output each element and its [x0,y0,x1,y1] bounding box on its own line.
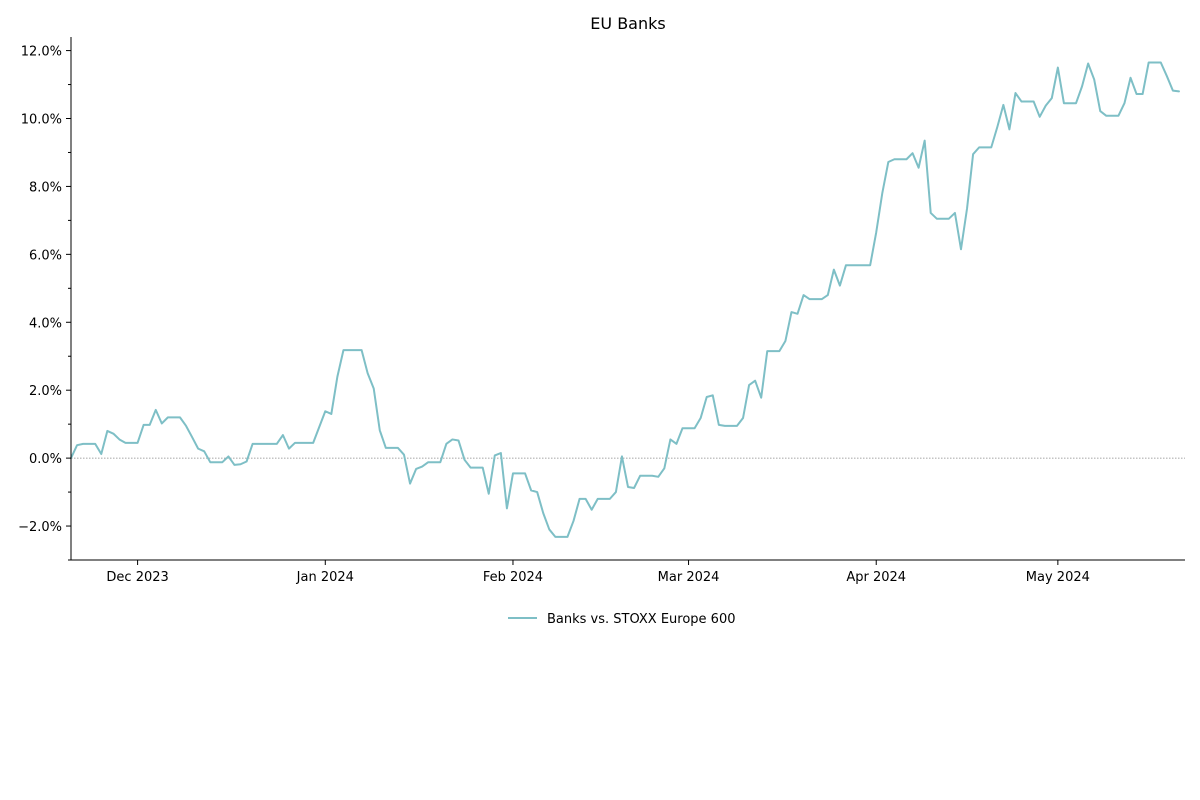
chart-title: EU Banks [590,14,665,33]
x-axis: Dec 2023 Jan 2024 Feb 2024 Mar 2024 Apr 2024… [71,559,1185,585]
x-tick-label: Jan 2024 [296,570,354,585]
y-axis: −2.0% 0.0% 2.0% 4.0% 6.0% 8.0% 10.0% 12.0% [18,37,72,561]
x-tick-label: Mar 2024 [658,570,720,585]
legend: Banks vs. STOXX Europe 600 [508,612,736,627]
y-tick-label: 4.0% [29,316,62,331]
y-tick-label: 0.0% [29,452,62,467]
plot-area [70,61,1185,538]
x-tick-label: Dec 2023 [106,570,168,585]
series-line-banks-vs-stoxx [70,61,1180,538]
x-tick-label: Apr 2024 [846,570,906,585]
legend-label: Banks vs. STOXX Europe 600 [547,612,736,627]
x-tick-label: May 2024 [1026,570,1090,585]
x-tick-label: Feb 2024 [483,570,543,585]
y-tick-label: −2.0% [18,520,62,535]
y-tick-label: 10.0% [21,113,62,128]
y-tick-label: 6.0% [29,248,62,263]
y-tick-label: 8.0% [29,180,62,195]
y-tick-label: 2.0% [29,384,62,399]
y-tick-label: 12.0% [21,45,62,60]
